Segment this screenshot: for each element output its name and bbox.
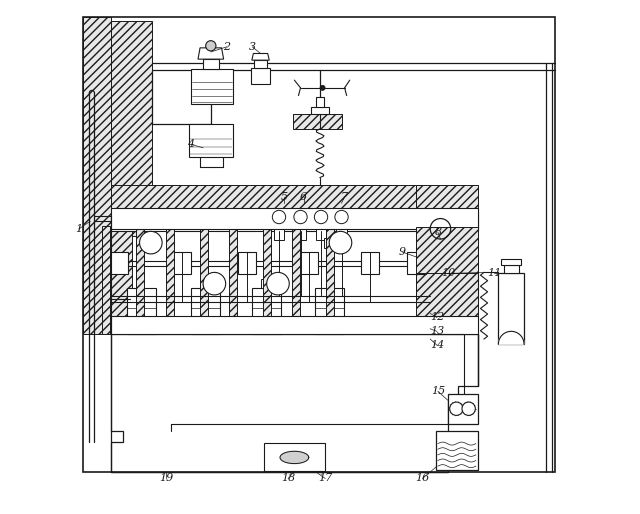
Bar (252, 288, 280, 334)
Bar (316, 97, 324, 107)
Bar (254, 60, 268, 68)
Text: 5: 5 (280, 192, 287, 201)
Bar (208, 278, 221, 290)
Bar (499, 273, 524, 344)
Bar (334, 236, 347, 249)
Bar (111, 213, 478, 231)
Text: 19: 19 (159, 473, 173, 484)
Text: 10: 10 (441, 268, 455, 279)
Text: 11: 11 (487, 268, 501, 279)
Text: 4: 4 (188, 139, 195, 149)
Text: 14: 14 (429, 340, 444, 350)
Bar (272, 278, 284, 290)
Bar (102, 226, 110, 334)
Polygon shape (198, 48, 223, 59)
Bar (324, 237, 334, 248)
Bar (238, 252, 257, 274)
Bar (203, 59, 218, 69)
Bar (136, 237, 147, 248)
Bar (316, 222, 326, 240)
Bar (315, 288, 344, 334)
Bar (311, 107, 329, 115)
Text: 16: 16 (415, 473, 429, 484)
Bar (407, 252, 426, 274)
Bar (166, 226, 175, 334)
Bar (191, 69, 233, 104)
Text: 3: 3 (249, 42, 256, 52)
Bar (127, 288, 156, 334)
Polygon shape (111, 334, 478, 472)
Circle shape (329, 231, 352, 254)
Bar (292, 226, 300, 334)
Bar (417, 185, 478, 211)
Bar (300, 252, 318, 274)
Bar (83, 17, 555, 472)
Bar (111, 185, 417, 211)
Bar (293, 115, 342, 129)
Text: 6: 6 (300, 192, 307, 201)
Bar (200, 279, 211, 289)
Bar (296, 222, 306, 240)
Text: 13: 13 (429, 326, 444, 336)
Text: 9: 9 (399, 247, 406, 257)
Circle shape (462, 402, 476, 415)
Text: 18: 18 (281, 473, 295, 484)
Bar (111, 208, 478, 229)
Bar (251, 68, 270, 84)
Bar (504, 265, 519, 273)
Circle shape (203, 272, 226, 295)
Circle shape (335, 210, 348, 224)
Circle shape (294, 210, 307, 224)
Circle shape (267, 272, 289, 295)
Bar (262, 226, 271, 334)
Bar (264, 443, 325, 471)
Bar (337, 222, 347, 240)
Circle shape (273, 210, 285, 224)
Bar (417, 227, 478, 273)
Bar (136, 226, 144, 334)
Text: 8: 8 (435, 227, 442, 237)
Text: 2: 2 (223, 42, 230, 52)
Text: 17: 17 (318, 473, 332, 484)
Bar (191, 288, 220, 334)
Bar (417, 211, 478, 334)
Bar (274, 222, 284, 240)
Bar (502, 259, 521, 265)
Bar (111, 211, 132, 334)
Bar (436, 431, 478, 470)
Bar (189, 124, 233, 157)
Circle shape (140, 231, 162, 254)
Circle shape (314, 210, 328, 224)
Text: 1: 1 (76, 224, 83, 234)
Polygon shape (499, 332, 524, 344)
Bar (200, 226, 208, 334)
Text: 7: 7 (341, 192, 348, 201)
Circle shape (450, 402, 463, 415)
Bar (326, 226, 334, 334)
Bar (228, 226, 237, 334)
Bar (83, 17, 111, 334)
Polygon shape (252, 53, 269, 60)
Bar (261, 279, 271, 289)
Text: 12: 12 (429, 313, 444, 322)
Bar (111, 316, 478, 334)
Bar (361, 252, 380, 274)
Bar (172, 252, 191, 274)
Circle shape (320, 85, 325, 90)
Bar (145, 236, 157, 249)
Bar (111, 21, 152, 236)
Circle shape (205, 41, 216, 51)
Text: 15: 15 (431, 387, 445, 396)
Bar (448, 394, 478, 424)
Polygon shape (280, 451, 308, 464)
Bar (110, 252, 128, 274)
